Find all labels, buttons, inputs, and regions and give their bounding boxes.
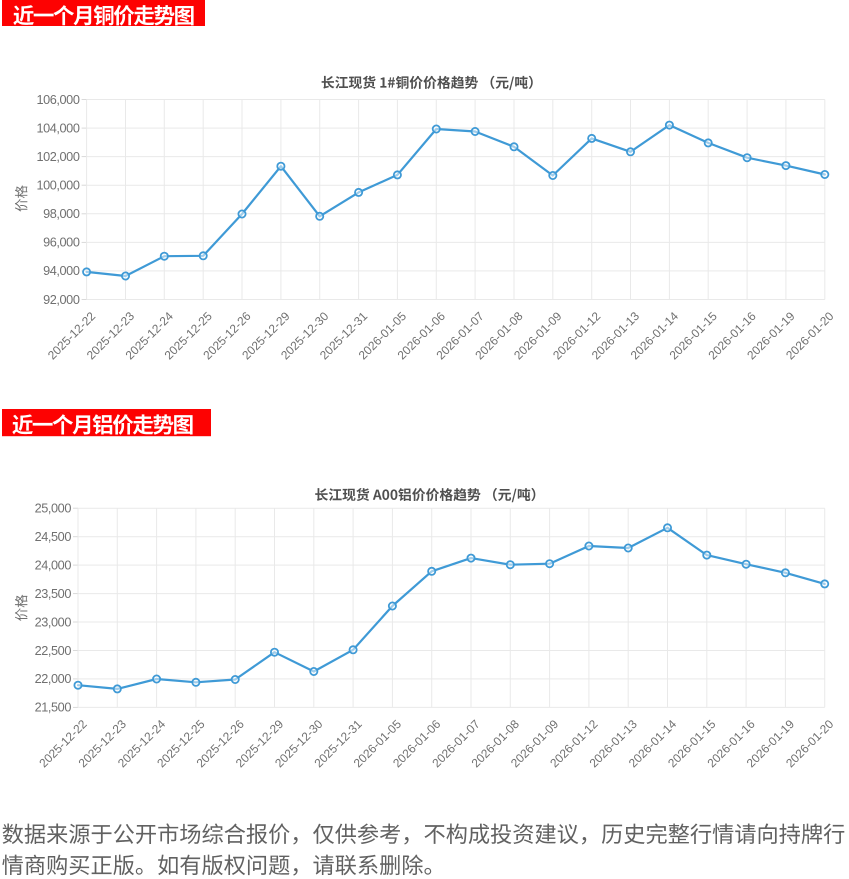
- svg-text:21,500: 21,500: [35, 701, 72, 715]
- svg-text:24,500: 24,500: [35, 530, 72, 544]
- svg-text:23,500: 23,500: [35, 587, 72, 601]
- svg-text:24,000: 24,000: [35, 558, 72, 572]
- svg-text:102,000: 102,000: [36, 150, 79, 164]
- svg-text:106,000: 106,000: [36, 93, 79, 107]
- svg-text:23,000: 23,000: [35, 615, 72, 629]
- svg-text:96,000: 96,000: [43, 236, 80, 250]
- svg-text:25,000: 25,000: [35, 502, 72, 516]
- svg-text:22,500: 22,500: [35, 644, 72, 658]
- svg-text:100,000: 100,000: [36, 179, 79, 193]
- svg-text:94,000: 94,000: [43, 264, 80, 278]
- svg-text:22,000: 22,000: [35, 672, 72, 686]
- svg-text:92,000: 92,000: [43, 293, 80, 307]
- svg-text:98,000: 98,000: [43, 207, 80, 221]
- svg-text:104,000: 104,000: [36, 121, 79, 135]
